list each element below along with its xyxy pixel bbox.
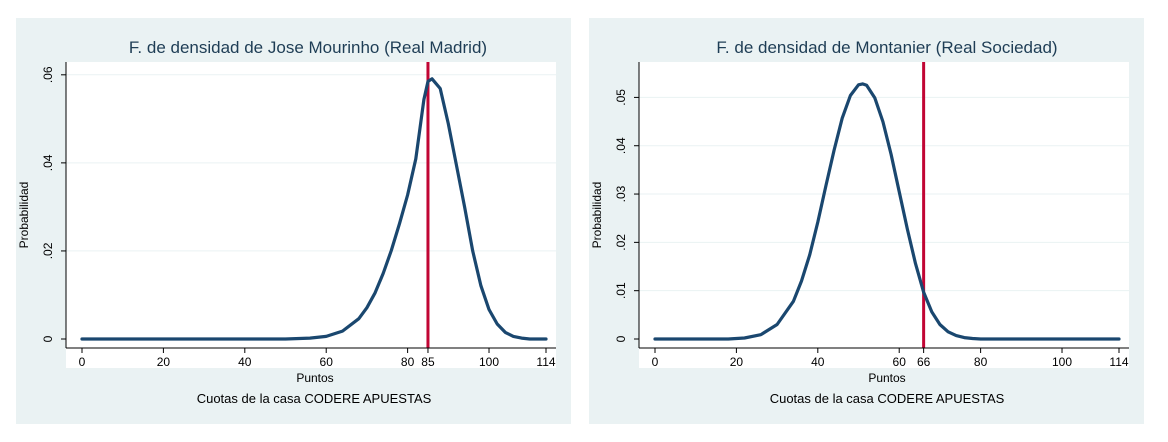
x-tick-label: 60 bbox=[893, 355, 907, 369]
chart-note: Cuotas de la casa CODERE APUESTAS bbox=[197, 391, 432, 406]
y-tick-label: 0 bbox=[614, 335, 628, 342]
chart-title: F. de densidad de Montanier (Real Socied… bbox=[716, 38, 1057, 57]
x-tick-label: 114 bbox=[1109, 355, 1128, 369]
y-tick-label: .03 bbox=[614, 185, 628, 202]
x-tick-label: 40 bbox=[238, 355, 252, 369]
x-tick-label: 85 bbox=[421, 355, 435, 369]
y-tick-label: .02 bbox=[41, 242, 55, 259]
x-tick-label: 80 bbox=[401, 355, 415, 369]
x-tick-label: 66 bbox=[917, 355, 931, 369]
y-axis-title: Probabilidad bbox=[590, 182, 604, 249]
chart-note: Cuotas de la casa CODERE APUESTAS bbox=[770, 391, 1005, 406]
x-tick-label: 40 bbox=[811, 355, 825, 369]
density-chart-mourinho: F. de densidad de Jose Mourinho (Real Ma… bbox=[17, 38, 556, 406]
x-tick-label: 0 bbox=[652, 355, 659, 369]
x-axis-title: Puntos bbox=[868, 371, 905, 385]
axes bbox=[65, 62, 556, 349]
plot-area bbox=[66, 62, 556, 368]
y-tick-label: .05 bbox=[614, 89, 628, 106]
chart-panel-montanier: F. de densidad de Montanier (Real Socied… bbox=[589, 18, 1144, 424]
x-ticks: 0 20 40 60 66 80 100 114 bbox=[652, 348, 1129, 369]
y-ticks: 0 .02 .04 .06 bbox=[41, 66, 66, 342]
x-tick-label: 100 bbox=[479, 355, 499, 369]
y-tick-label: .04 bbox=[614, 137, 628, 154]
x-axis-title: Puntos bbox=[296, 371, 333, 385]
x-tick-label: 0 bbox=[79, 355, 86, 369]
x-tick-label: 114 bbox=[536, 355, 555, 369]
grid-lines bbox=[639, 96, 1129, 292]
x-tick-label: 80 bbox=[974, 355, 988, 369]
y-tick-label: 0 bbox=[41, 335, 55, 342]
density-chart-montanier: F. de densidad de Montanier (Real Socied… bbox=[590, 38, 1129, 406]
chart-panel-mourinho: F. de densidad de Jose Mourinho (Real Ma… bbox=[16, 18, 571, 424]
density-curve-group bbox=[653, 82, 1121, 341]
x-tick-label: 20 bbox=[730, 355, 744, 369]
plot-area bbox=[639, 62, 1129, 368]
density-curve bbox=[653, 82, 1121, 341]
x-ticks: 0 20 40 60 80 85 100 114 bbox=[79, 348, 556, 369]
x-tick-label: 60 bbox=[320, 355, 334, 369]
axes bbox=[638, 62, 1129, 349]
density-curve bbox=[80, 77, 548, 341]
x-tick-label: 100 bbox=[1052, 355, 1072, 369]
y-axis-title: Probabilidad bbox=[17, 182, 31, 249]
y-ticks: 0 .01 .02 .03 .04 .05 bbox=[614, 89, 639, 342]
y-tick-label: .04 bbox=[41, 154, 55, 171]
y-tick-label: .01 bbox=[614, 282, 628, 299]
y-tick-label: .06 bbox=[41, 66, 55, 83]
x-tick-label: 20 bbox=[157, 355, 171, 369]
y-tick-label: .02 bbox=[614, 234, 628, 251]
density-curve-group bbox=[80, 77, 548, 341]
chart-title: F. de densidad de Jose Mourinho (Real Ma… bbox=[129, 38, 487, 57]
